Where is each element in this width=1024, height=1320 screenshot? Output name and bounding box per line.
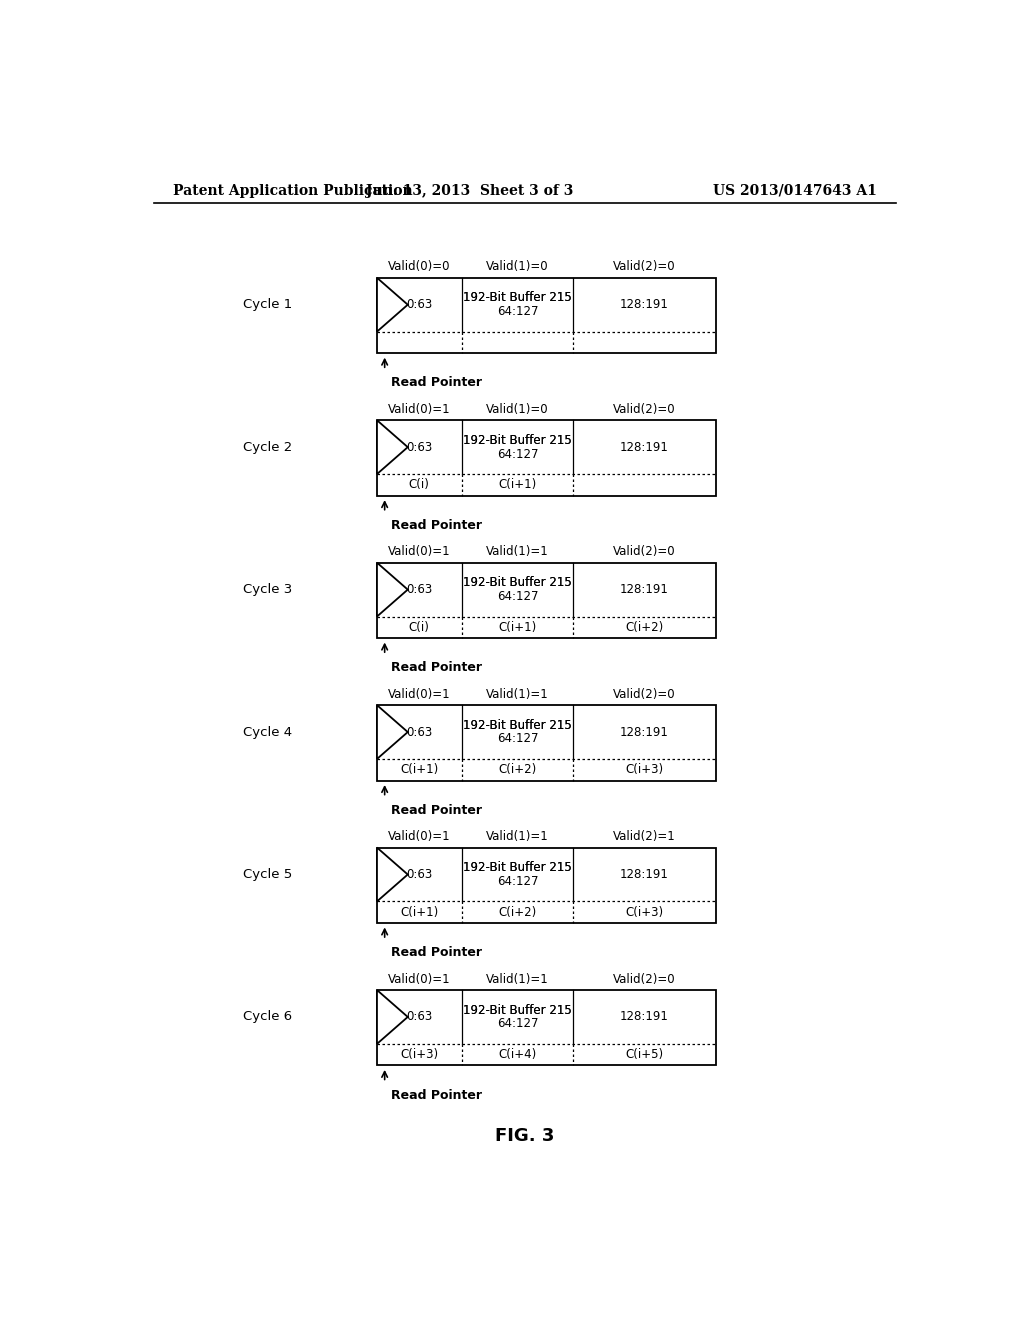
Text: 0:63: 0:63 — [407, 583, 432, 597]
Text: Valid(2)=1: Valid(2)=1 — [613, 830, 676, 843]
Text: Valid(0)=1: Valid(0)=1 — [388, 403, 451, 416]
Text: Valid(2)=0: Valid(2)=0 — [613, 403, 676, 416]
Text: Valid(2)=0: Valid(2)=0 — [613, 545, 676, 558]
Text: C(i+3): C(i+3) — [626, 763, 664, 776]
Text: Valid(1)=0: Valid(1)=0 — [486, 403, 549, 416]
Text: 64:127: 64:127 — [497, 875, 539, 888]
Text: 192-Bit Buffer 215: 192-Bit Buffer 215 — [463, 861, 571, 874]
Text: Cycle 3: Cycle 3 — [243, 583, 292, 597]
Text: 64:127: 64:127 — [497, 1018, 539, 1031]
Text: C(i+5): C(i+5) — [626, 1048, 664, 1061]
Text: C(i): C(i) — [409, 620, 430, 634]
Text: Cycle 5: Cycle 5 — [243, 869, 292, 880]
Polygon shape — [377, 277, 408, 331]
Bar — [377, 705, 716, 780]
Text: US 2013/0147643 A1: US 2013/0147643 A1 — [713, 183, 877, 198]
Text: Read Pointer: Read Pointer — [391, 946, 482, 960]
Text: C(i+1): C(i+1) — [499, 620, 537, 634]
Text: Valid(2)=0: Valid(2)=0 — [613, 688, 676, 701]
Text: FIG. 3: FIG. 3 — [496, 1127, 554, 1146]
Text: Valid(1)=1: Valid(1)=1 — [486, 973, 549, 986]
Text: C(i+1): C(i+1) — [400, 906, 438, 919]
Text: 192-Bit Buffer 215: 192-Bit Buffer 215 — [463, 1003, 571, 1016]
Text: 192-Bit Buffer 215: 192-Bit Buffer 215 — [463, 292, 571, 305]
Polygon shape — [377, 705, 408, 759]
Text: Read Pointer: Read Pointer — [391, 1089, 482, 1102]
Text: Valid(0)=0: Valid(0)=0 — [388, 260, 451, 273]
Text: 128:191: 128:191 — [621, 1010, 669, 1023]
Text: 192-Bit Buffer 215: 192-Bit Buffer 215 — [463, 861, 571, 874]
Text: 64:127: 64:127 — [497, 590, 539, 603]
Text: C(i+3): C(i+3) — [626, 906, 664, 919]
Text: 64:127: 64:127 — [497, 447, 539, 461]
Text: C(i+1): C(i+1) — [499, 478, 537, 491]
Text: 128:191: 128:191 — [621, 298, 669, 312]
Text: 128:191: 128:191 — [621, 583, 669, 597]
Text: 192-Bit Buffer 215: 192-Bit Buffer 215 — [463, 292, 571, 305]
Text: C(i+3): C(i+3) — [400, 1048, 438, 1061]
Text: 192-Bit Buffer 215: 192-Bit Buffer 215 — [463, 434, 571, 446]
Polygon shape — [377, 990, 408, 1044]
Text: C(i): C(i) — [409, 478, 430, 491]
Text: Cycle 4: Cycle 4 — [243, 726, 292, 739]
Text: Valid(2)=0: Valid(2)=0 — [613, 973, 676, 986]
Text: Read Pointer: Read Pointer — [391, 661, 482, 675]
Polygon shape — [377, 420, 408, 474]
Text: Valid(2)=0: Valid(2)=0 — [613, 260, 676, 273]
Text: 192-Bit Buffer 215: 192-Bit Buffer 215 — [463, 718, 571, 731]
Polygon shape — [377, 847, 408, 902]
Text: Read Pointer: Read Pointer — [391, 376, 482, 389]
Text: 128:191: 128:191 — [621, 726, 669, 739]
Text: 192-Bit Buffer 215: 192-Bit Buffer 215 — [463, 576, 571, 589]
Text: Cycle 6: Cycle 6 — [243, 1010, 292, 1023]
Text: C(i+2): C(i+2) — [626, 620, 664, 634]
Text: 0:63: 0:63 — [407, 298, 432, 312]
Text: C(i+4): C(i+4) — [499, 1048, 537, 1061]
Text: 128:191: 128:191 — [621, 441, 669, 454]
Text: Valid(0)=1: Valid(0)=1 — [388, 973, 451, 986]
Text: 0:63: 0:63 — [407, 726, 432, 739]
Text: Valid(0)=1: Valid(0)=1 — [388, 830, 451, 843]
Text: Valid(0)=1: Valid(0)=1 — [388, 688, 451, 701]
Text: 128:191: 128:191 — [621, 869, 669, 880]
Text: 0:63: 0:63 — [407, 441, 432, 454]
Text: Read Pointer: Read Pointer — [391, 519, 482, 532]
Text: Valid(0)=1: Valid(0)=1 — [388, 545, 451, 558]
Text: C(i+2): C(i+2) — [499, 906, 537, 919]
Text: 0:63: 0:63 — [407, 1010, 432, 1023]
Text: 192-Bit Buffer 215: 192-Bit Buffer 215 — [463, 576, 571, 589]
Bar — [377, 847, 716, 923]
Text: 64:127: 64:127 — [497, 305, 539, 318]
Text: Valid(1)=1: Valid(1)=1 — [486, 830, 549, 843]
Text: Valid(1)=1: Valid(1)=1 — [486, 688, 549, 701]
Bar — [377, 420, 716, 496]
Text: Cycle 2: Cycle 2 — [243, 441, 292, 454]
Text: Valid(1)=1: Valid(1)=1 — [486, 545, 549, 558]
Bar — [377, 277, 716, 354]
Text: C(i+1): C(i+1) — [400, 763, 438, 776]
Text: 192-Bit Buffer 215: 192-Bit Buffer 215 — [463, 718, 571, 731]
Text: Patent Application Publication: Patent Application Publication — [173, 183, 413, 198]
Text: C(i+2): C(i+2) — [499, 763, 537, 776]
Text: Valid(1)=0: Valid(1)=0 — [486, 260, 549, 273]
Bar — [377, 562, 716, 638]
Text: 0:63: 0:63 — [407, 869, 432, 880]
Text: Cycle 1: Cycle 1 — [243, 298, 292, 312]
Text: 192-Bit Buffer 215: 192-Bit Buffer 215 — [463, 1003, 571, 1016]
Text: 192-Bit Buffer 215: 192-Bit Buffer 215 — [463, 434, 571, 446]
Polygon shape — [377, 562, 408, 616]
Text: Read Pointer: Read Pointer — [391, 804, 482, 817]
Bar — [377, 990, 716, 1065]
Text: Jun. 13, 2013  Sheet 3 of 3: Jun. 13, 2013 Sheet 3 of 3 — [366, 183, 573, 198]
Text: 64:127: 64:127 — [497, 733, 539, 746]
